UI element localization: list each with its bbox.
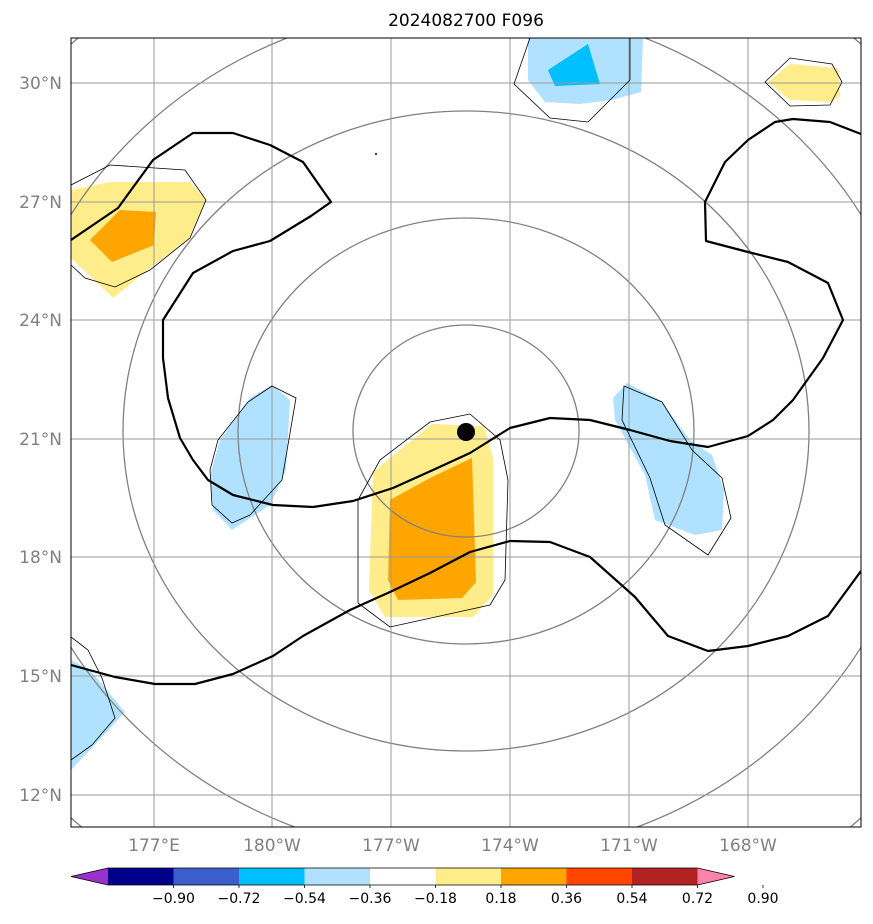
lat-label: 30°N <box>19 74 62 94</box>
thick-contours <box>71 117 861 686</box>
latitude-labels: 30°N 27°N 24°N 21°N 18°N 15°N 12°N <box>19 74 62 806</box>
colorbar-extend-low <box>71 868 108 885</box>
colorbar-segment <box>239 868 305 885</box>
longitude-labels: 177°E 180°W 177°W 174°W 171°W 168°W <box>128 836 777 856</box>
lat-label: 21°N <box>19 430 62 450</box>
colorbar-tick-label: −0.18 <box>414 891 457 907</box>
colorbar-tick-label: −0.72 <box>218 891 261 907</box>
storm-center-dot <box>457 423 475 441</box>
lon-label: 171°W <box>600 836 658 856</box>
colorbar-tick-label: 0.36 <box>551 891 582 907</box>
lon-label: 177°W <box>362 836 420 856</box>
lon-label: 174°W <box>481 836 539 856</box>
colorbar-tick-label: −0.90 <box>152 891 195 907</box>
colorbar-segment <box>108 868 174 885</box>
lon-label: 180°W <box>243 836 301 856</box>
lat-label: 15°N <box>19 667 62 687</box>
lat-label: 12°N <box>19 786 62 806</box>
colorbar-tick-label: 0.18 <box>485 891 516 907</box>
colorbar-tick-label: −0.54 <box>283 891 326 907</box>
figure-title: 2024082700 F096 <box>388 11 544 31</box>
lon-label: 177°E <box>128 836 180 856</box>
lat-label: 27°N <box>19 193 62 213</box>
lat-label: 24°N <box>19 311 62 331</box>
small-point <box>375 153 377 155</box>
colorbar-segment <box>501 868 567 885</box>
colorbar-tick-label: 0.90 <box>747 891 778 907</box>
map-frame <box>70 37 862 828</box>
thin-contours <box>71 38 843 761</box>
lat-label: 18°N <box>19 548 62 568</box>
colorbar-segment <box>173 868 240 885</box>
colorbar: −0.90 −0.72 −0.54 −0.36 −0.18 0.18 0.36 0.54 0.7… <box>70 867 779 907</box>
colorbar-segment <box>435 868 502 885</box>
colorbar-outline <box>70 867 735 886</box>
colorbar-segment <box>370 868 436 885</box>
colorbar-tick-label: 0.72 <box>682 891 713 907</box>
colorbar-extend-high <box>697 868 735 885</box>
colorbar-segment <box>566 868 633 885</box>
colorbar-segment <box>632 868 698 885</box>
colorbar-tick-label: 0.54 <box>616 891 647 907</box>
colorbar-segment <box>304 868 371 885</box>
colorbar-tick-label: −0.36 <box>349 891 392 907</box>
shaded-anomaly-fields <box>71 38 840 770</box>
lon-label: 168°W <box>719 836 777 856</box>
